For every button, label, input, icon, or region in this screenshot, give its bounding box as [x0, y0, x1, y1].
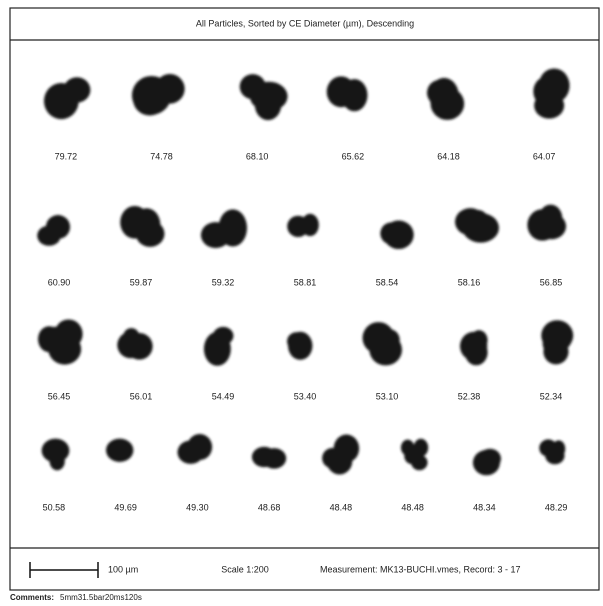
particle-lobe	[126, 333, 153, 360]
particle	[177, 434, 212, 464]
particle	[473, 449, 501, 476]
particle	[120, 206, 164, 247]
particle-diameter: 56.45	[48, 391, 71, 401]
particle	[117, 328, 152, 360]
particle	[37, 215, 70, 246]
particle-lobe	[431, 87, 465, 119]
particle	[42, 439, 70, 471]
particle	[287, 332, 312, 360]
particle	[527, 205, 566, 241]
particle-diameter: 68.10	[246, 151, 269, 161]
particle-lobe	[201, 222, 230, 248]
particle-lobe	[50, 452, 65, 470]
particle	[201, 209, 247, 248]
particle	[322, 435, 359, 475]
scale-bar-label: 100 µm	[108, 564, 138, 574]
particle-lobe	[252, 447, 276, 467]
particle-lobe	[132, 76, 171, 115]
particle-lobe	[287, 332, 305, 350]
particle-diameter: 59.32	[212, 277, 235, 287]
particle-diameter: 53.10	[376, 391, 399, 401]
particle-lobe	[177, 440, 203, 463]
particle-lobe	[546, 326, 572, 351]
scale: Scale 1:200	[221, 564, 269, 574]
particle-diameter: 60.90	[48, 277, 71, 287]
particle	[44, 77, 90, 119]
particle	[539, 439, 565, 464]
particle	[380, 221, 413, 250]
measurement: Measurement: MK13-BUCHI.vmes, Record: 3 …	[320, 564, 521, 574]
particle-lobe	[46, 215, 70, 239]
particle-lobe	[337, 440, 358, 461]
particle-diameter: 48.48	[401, 502, 424, 512]
particle-diameter: 49.69	[114, 502, 137, 512]
particle-lobe	[120, 206, 149, 239]
particle	[455, 208, 499, 242]
particle	[106, 439, 133, 462]
particle	[427, 78, 464, 120]
particle-diameter: 54.49	[212, 391, 235, 401]
particle-diameter: 53.40	[294, 391, 317, 401]
particle-diameter: 74.78	[150, 151, 173, 161]
particle-lobe	[552, 440, 565, 457]
particle-lobe	[384, 221, 414, 250]
particle	[460, 330, 488, 365]
particle	[240, 74, 288, 120]
particle-diameter: 79.72	[55, 151, 78, 161]
particle-diameter: 50.58	[43, 502, 66, 512]
particle-diameter: 52.38	[458, 391, 481, 401]
particle-diameter: 49.30	[186, 502, 209, 512]
particle	[132, 74, 185, 115]
particle-diameter: 56.01	[130, 391, 153, 401]
particle-diameter: 48.48	[330, 502, 353, 512]
particle-diameter: 48.34	[473, 502, 496, 512]
frame	[10, 8, 599, 590]
particle-diameter: 58.81	[294, 277, 317, 287]
particle-lobe	[250, 82, 288, 111]
particle-lobe	[401, 440, 414, 456]
particle-lobe	[327, 76, 356, 107]
particle-diameter: 64.18	[437, 151, 460, 161]
comments-text: 5mm31.5bar20ms120s	[60, 593, 142, 602]
particle-grid: 79.72 74.78 68.10 65.62 64.18 64.07 60.90 59.87…	[37, 68, 573, 512]
particle-diameter: 52.34	[540, 391, 563, 401]
particle-diameter: 48.29	[545, 502, 568, 512]
particle-diameter: 64.07	[533, 151, 556, 161]
particle-diameter: 58.16	[458, 277, 481, 287]
particle	[38, 319, 83, 364]
particle-diameter: 58.54	[376, 277, 399, 287]
particle-diameter: 56.85	[540, 277, 563, 287]
particle-lobe	[462, 213, 499, 243]
particle-diameter: 65.62	[342, 151, 365, 161]
particle-lobe	[539, 68, 570, 102]
particle-lobe	[213, 327, 234, 345]
particle-lobe	[470, 330, 487, 350]
particle-lobe	[55, 319, 83, 348]
particle-lobe	[106, 439, 133, 462]
particle	[287, 214, 319, 237]
title: All Particles, Sorted by CE Diameter (µm…	[196, 18, 414, 28]
particle-lobe	[301, 214, 319, 236]
particle-lobe	[44, 83, 79, 119]
particle	[533, 68, 569, 118]
particle-lobe	[479, 451, 494, 469]
report: All Particles, Sorted by CE Diameter (µm…	[0, 0, 603, 606]
particle	[204, 327, 234, 366]
particle	[252, 447, 286, 469]
particle	[401, 439, 428, 471]
particle	[541, 320, 573, 364]
particle-diameter: 59.87	[130, 277, 153, 287]
particle	[363, 322, 402, 365]
particle-lobe	[377, 329, 399, 351]
comments-label: Comments:	[10, 593, 54, 602]
particle-diameter: 48.68	[258, 502, 281, 512]
particle-lobe	[537, 213, 566, 239]
particle	[327, 76, 368, 111]
